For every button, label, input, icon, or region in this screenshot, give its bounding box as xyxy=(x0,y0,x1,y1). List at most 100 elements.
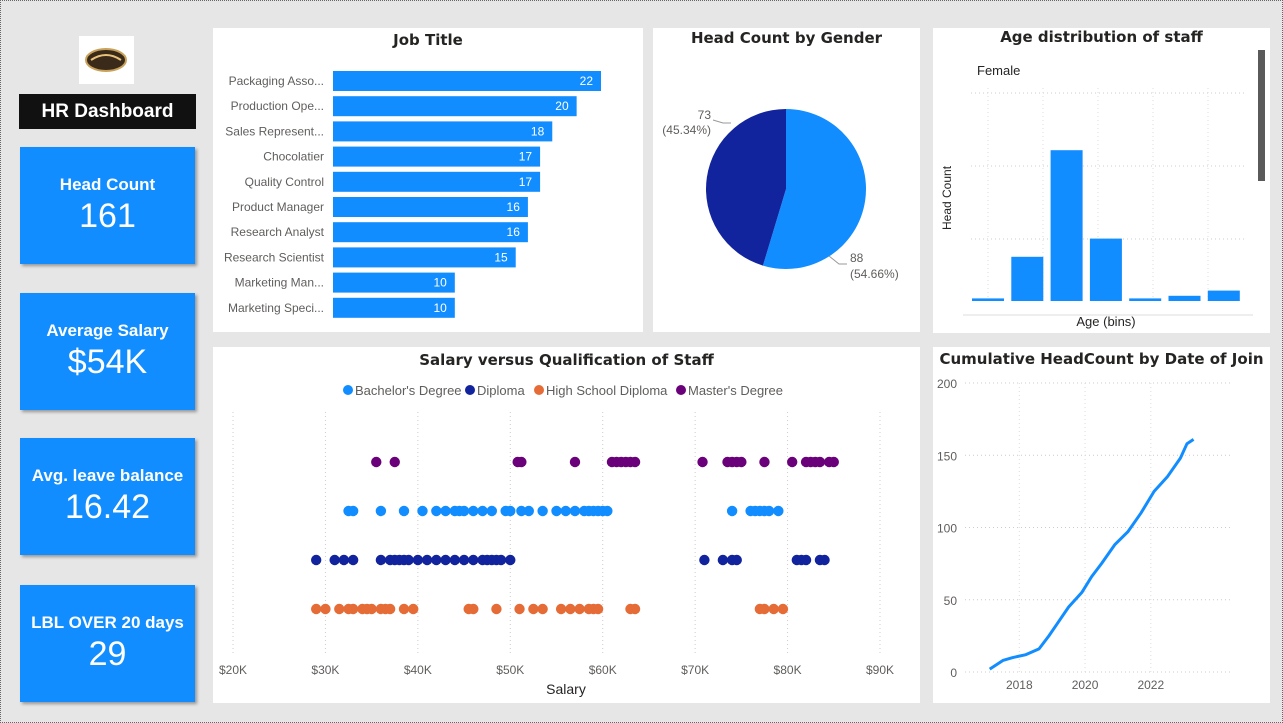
legend-label: Bachelor's Degree xyxy=(355,383,462,398)
x-tick-label: $70K xyxy=(681,663,709,677)
job-bar xyxy=(333,71,601,91)
scatter-point xyxy=(491,603,502,615)
age-bar xyxy=(1089,238,1122,301)
legend-marker xyxy=(676,385,686,395)
scatter-point xyxy=(629,456,641,468)
kpi-avg-leave-balance[interactable]: Avg. leave balance 16.42 xyxy=(20,438,195,555)
scatter-point xyxy=(555,603,567,615)
chart-title: Salary versus Qualification of Staff xyxy=(419,351,714,369)
job-category-label: Production Ope... xyxy=(231,99,324,113)
scatter-point xyxy=(398,603,410,615)
job-value-label: 22 xyxy=(580,74,594,88)
chart-title: Head Count by Gender xyxy=(690,29,883,47)
scatter-point xyxy=(431,505,442,517)
x-tick-label: $60K xyxy=(589,663,617,677)
legend-label: Diploma xyxy=(477,383,525,398)
scatter-point xyxy=(602,505,613,517)
cumulative-series-line xyxy=(988,438,1195,671)
cumulative-headcount-chart[interactable]: Cumulative HeadCount by Date of Join 0 50… xyxy=(933,347,1270,703)
scatter-point xyxy=(417,505,428,517)
scatter-point xyxy=(384,603,396,615)
scatter-point xyxy=(759,603,770,615)
job-value-label: 17 xyxy=(519,150,533,164)
scatter-point xyxy=(726,505,738,517)
pie-value-label: 88 xyxy=(850,251,864,265)
pie-pct-label: (45.34%) xyxy=(662,123,711,137)
kpi-head-count[interactable]: Head Count 161 xyxy=(20,147,195,264)
age-distribution-chart[interactable]: Age distribution of staff Female Age (bi… xyxy=(933,28,1270,333)
job-value-label: 18 xyxy=(531,124,545,138)
scatter-point xyxy=(310,554,322,566)
job-value-label: 16 xyxy=(507,225,521,239)
job-category-label: Marketing Man... xyxy=(235,276,324,290)
age-bar xyxy=(1050,150,1083,301)
age-bar xyxy=(1168,295,1201,301)
scatter-point xyxy=(320,603,331,615)
scatter-point xyxy=(477,505,488,517)
scrollbar[interactable] xyxy=(1258,50,1265,181)
x-axis-label: Salary xyxy=(546,681,586,697)
scatter-point xyxy=(731,554,742,566)
filter-label: Female xyxy=(977,63,1021,78)
job-value-label: 16 xyxy=(507,200,521,214)
scatter-point xyxy=(371,456,382,468)
kpi-value: $54K xyxy=(67,343,148,381)
scatter-point xyxy=(329,554,340,566)
scatter-point xyxy=(366,603,377,615)
kpi-lbl-over-20-days[interactable]: LBL OVER 20 days 29 xyxy=(20,585,195,702)
gender-pie-chart[interactable]: Head Count by Gender 73 (45.34%) 88 (54.66%… xyxy=(653,28,920,332)
scatter-point xyxy=(629,603,641,615)
kpi-average-salary[interactable]: Average Salary $54K xyxy=(20,293,195,410)
y-tick-label: 100 xyxy=(937,522,957,536)
scatter-point xyxy=(440,554,451,566)
scatter-point xyxy=(800,554,812,566)
job-bar xyxy=(333,272,455,293)
age-bar xyxy=(972,298,1004,301)
kpi-label: Head Count xyxy=(59,175,156,194)
job-category-label: Research Analyst xyxy=(231,225,325,239)
kpi-label: Average Salary xyxy=(46,321,169,340)
chart-title: Age distribution of staff xyxy=(1000,28,1203,46)
kpi-label: LBL OVER 20 days xyxy=(31,613,184,632)
scatter-point xyxy=(551,505,562,517)
scatter-point xyxy=(347,554,359,566)
chart-title: Cumulative HeadCount by Date of Join xyxy=(939,350,1264,368)
page-title: HR Dashboard xyxy=(19,94,196,129)
scatter-point xyxy=(569,456,581,468)
scatter-point xyxy=(759,456,770,468)
scatter-point xyxy=(398,505,410,517)
y-axis-label: Head Count xyxy=(940,165,954,230)
x-tick-label: $30K xyxy=(311,663,339,677)
x-tick-label: 2022 xyxy=(1137,678,1164,692)
scatter-point xyxy=(819,554,830,566)
scatter-point xyxy=(505,554,516,566)
x-tick-label: $50K xyxy=(496,663,524,677)
chart-title: Job Title xyxy=(393,31,463,49)
legend-label: High School Diploma xyxy=(546,383,668,398)
scatter-point xyxy=(523,505,534,517)
age-bar xyxy=(1011,256,1044,301)
scatter-point xyxy=(338,554,350,566)
scatter-point xyxy=(408,603,419,615)
x-tick-label: $20K xyxy=(219,663,247,677)
job-title-chart[interactable]: Job Title Packaging Asso... 22 Production … xyxy=(213,28,643,332)
gender-pie: 73(45.34%) 88 (54.66%) xyxy=(662,108,898,281)
scatter-point xyxy=(537,603,548,615)
y-tick-label: 150 xyxy=(937,449,957,463)
scatter-point xyxy=(828,456,839,468)
job-title-bars: Packaging Asso... 22 Production Ope... 20 Sa… xyxy=(224,71,601,318)
scatter-point xyxy=(777,603,789,615)
scatter-point xyxy=(458,554,470,566)
scatter-point xyxy=(440,505,451,517)
salary-qualification-chart[interactable]: Salary versus Qualification of Staff Bac… xyxy=(213,347,920,703)
scatter-point xyxy=(458,505,470,517)
job-category-label: Chocolatier xyxy=(263,150,324,164)
scatter-point xyxy=(574,603,585,615)
scatter-point xyxy=(763,505,775,517)
job-bar xyxy=(333,96,577,117)
cumulative-line: 0 50 100 150 200 2018 2020 2022 xyxy=(937,377,1233,692)
y-tick-label: 0 xyxy=(950,666,957,680)
scatter-point xyxy=(537,505,548,517)
scatter-point xyxy=(403,554,414,566)
scatter-point xyxy=(516,456,527,468)
